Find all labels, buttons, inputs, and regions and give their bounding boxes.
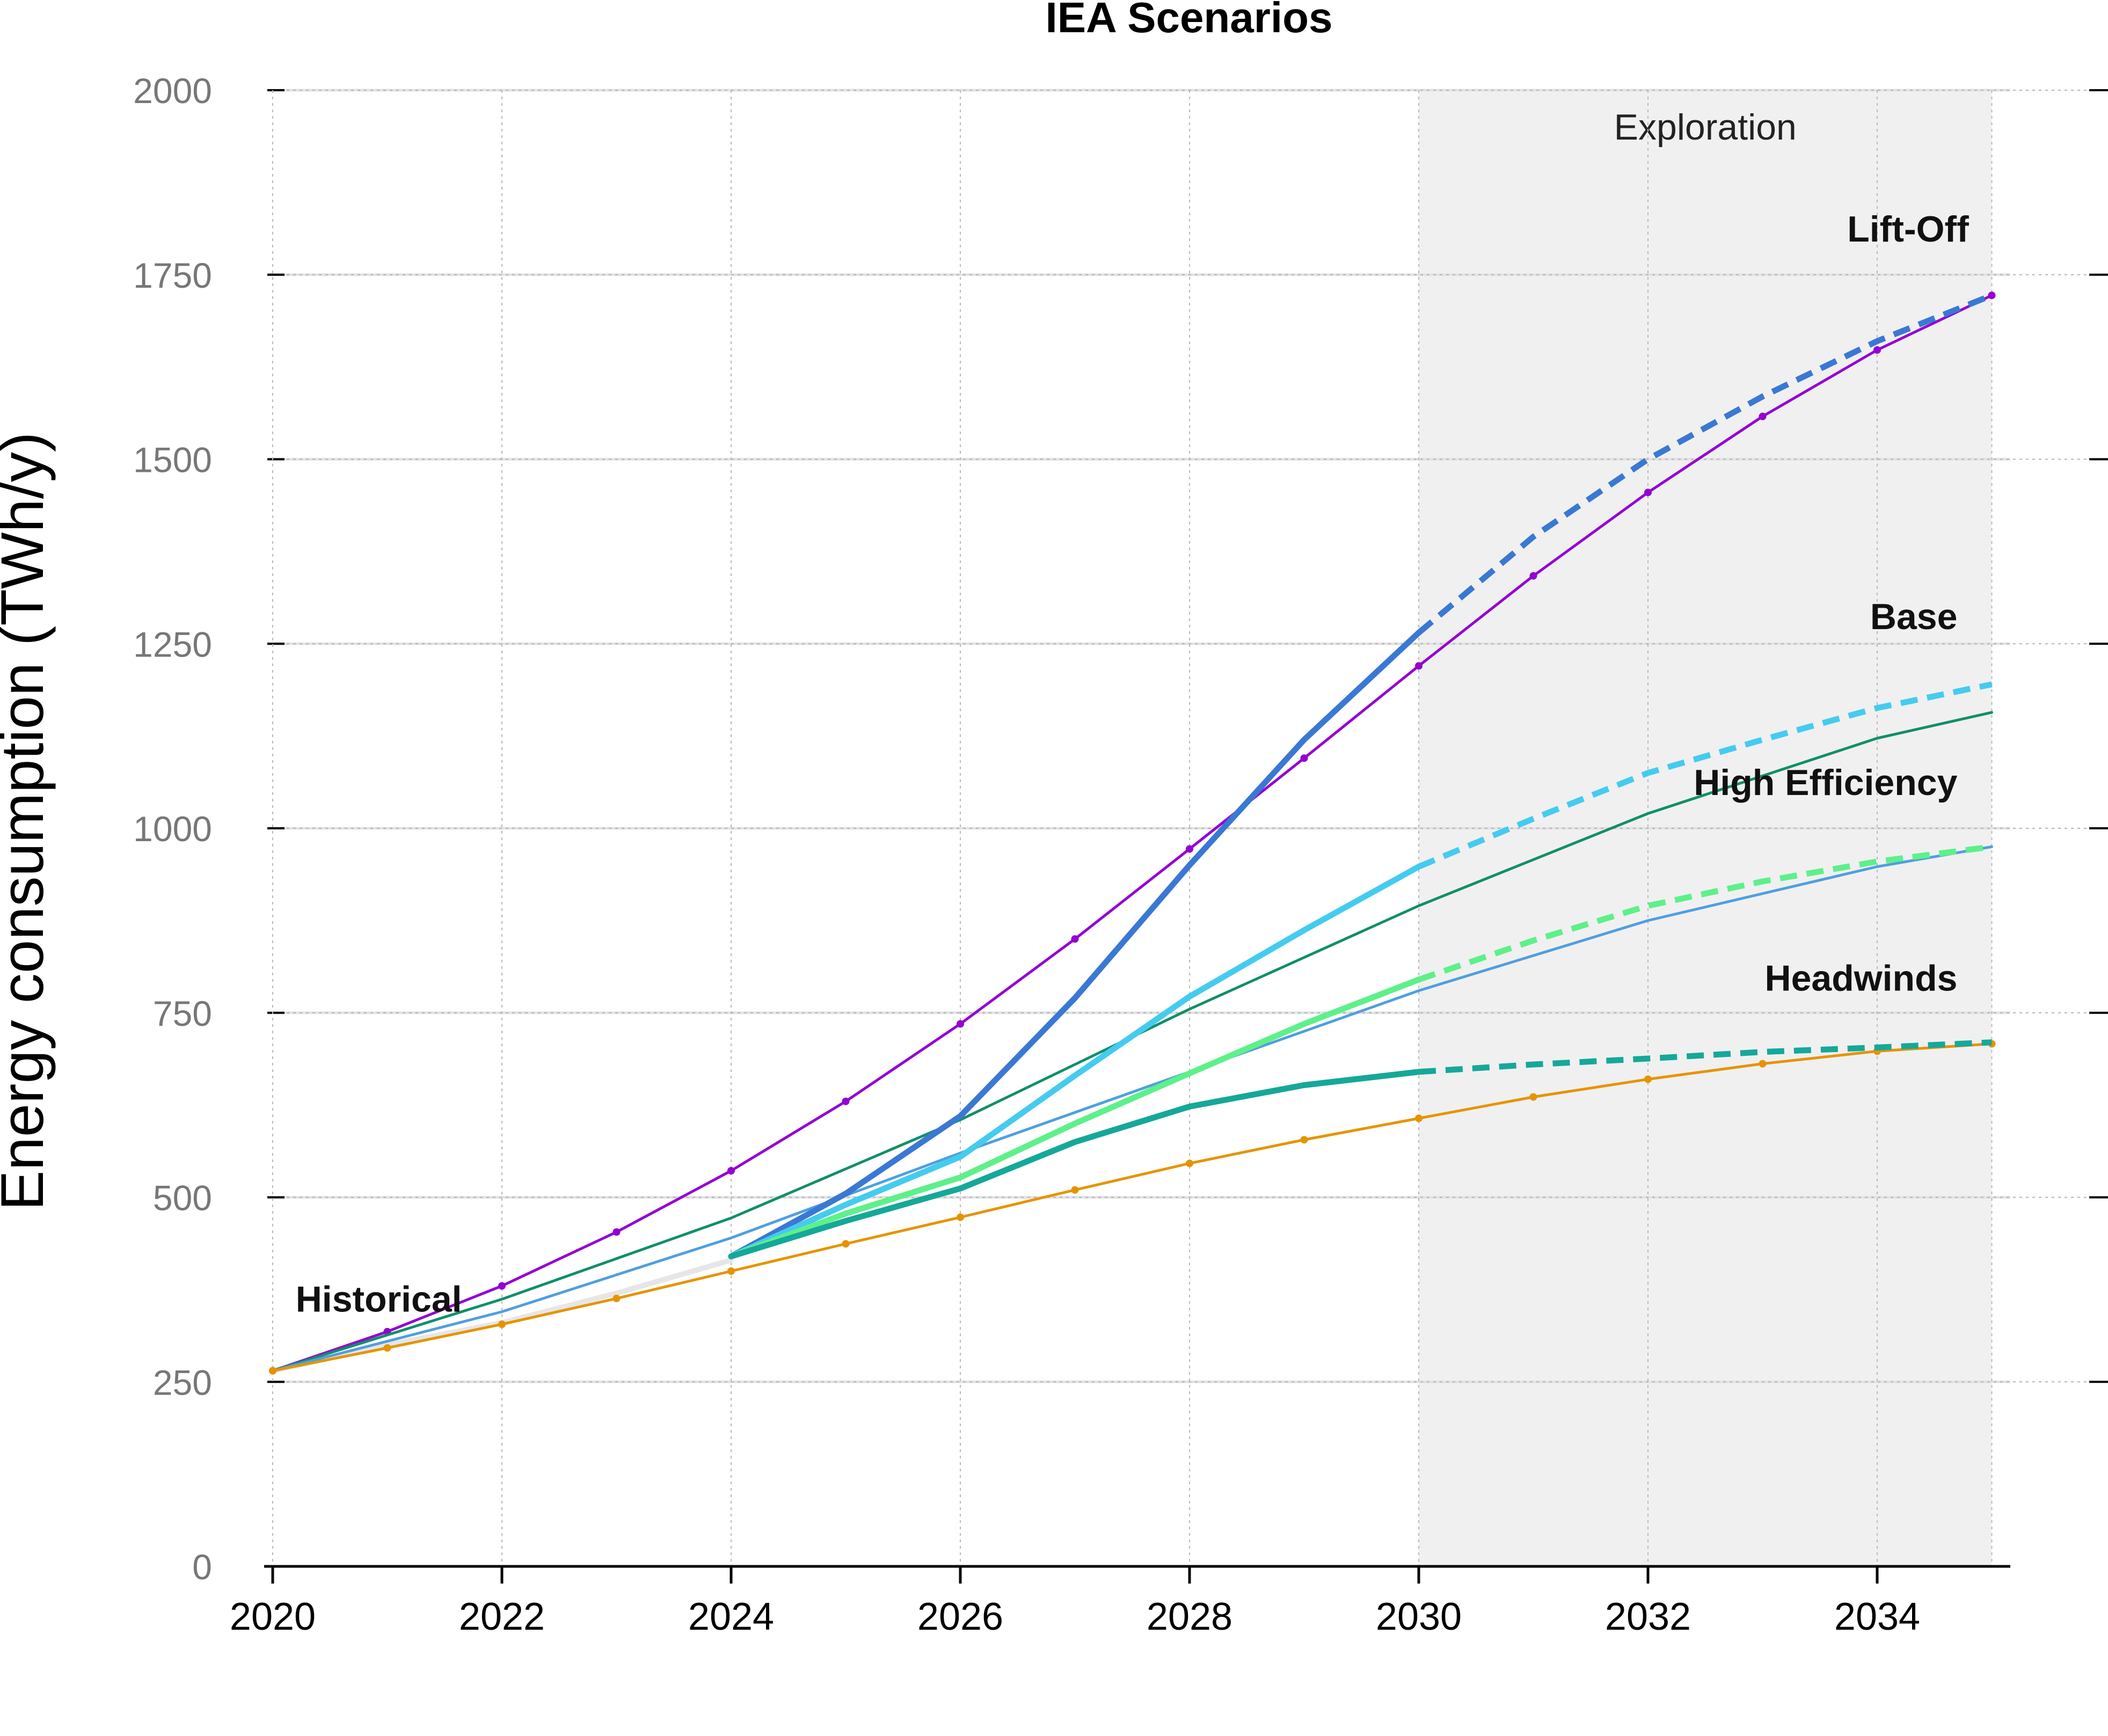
series-lift-off <box>728 630 1422 1259</box>
series-line-10-projection <box>1418 843 1993 983</box>
data-point <box>842 1097 850 1105</box>
x-tick-label: 2020 <box>230 1595 316 1638</box>
data-point <box>727 1167 735 1175</box>
data-point <box>1071 935 1079 943</box>
data-point <box>1529 572 1537 580</box>
y-tick-label: 0 <box>192 1547 212 1587</box>
data-point <box>1415 1114 1423 1122</box>
data-point <box>1644 488 1652 497</box>
data-point <box>957 1020 964 1028</box>
chart-title: IEA Scenarios <box>1045 0 1332 41</box>
series-line-4 <box>271 1042 1993 1373</box>
x-tick-label: 2030 <box>1376 1595 1462 1638</box>
x-tick-label: 2028 <box>1147 1595 1232 1638</box>
x-tick-label: 2024 <box>688 1595 774 1638</box>
data-point <box>1071 1186 1079 1194</box>
data-point <box>1300 754 1308 762</box>
data-point <box>1644 1075 1652 1083</box>
series-line-12-projection <box>1418 1039 1992 1075</box>
annotation-historical: Historical <box>296 1279 462 1320</box>
data-point <box>612 1228 621 1236</box>
data-point <box>1529 1093 1537 1101</box>
data-point <box>727 1267 735 1275</box>
series-high-efficiency <box>728 976 1422 1259</box>
y-axis-label: Energy consumption (TWh/y) <box>0 432 56 1210</box>
exploration-label: Exploration <box>1614 107 1797 148</box>
y-tick-label: 1000 <box>133 809 212 849</box>
data-point <box>842 1240 850 1248</box>
data-point <box>498 1321 506 1328</box>
x-tick-label: 2032 <box>1605 1595 1691 1638</box>
annotation-base: Base <box>1870 596 1958 637</box>
y-tick-label: 1500 <box>133 440 212 480</box>
y-tick-label: 1250 <box>133 624 212 664</box>
x-tick-label: 2034 <box>1834 1595 1920 1638</box>
annotation-headwinds: Headwinds <box>1764 958 1957 999</box>
data-point <box>1759 1060 1767 1068</box>
y-tick-label: 2000 <box>133 71 212 111</box>
x-tick-label: 2022 <box>459 1595 545 1638</box>
data-point <box>383 1344 391 1352</box>
data-point <box>612 1294 621 1302</box>
series-base <box>728 864 1422 1259</box>
data-point <box>498 1282 506 1290</box>
y-tick-label: 750 <box>153 994 212 1033</box>
data-point <box>1415 662 1423 670</box>
series-headwinds <box>728 1069 1422 1259</box>
x-tick-label: 2026 <box>917 1595 1003 1638</box>
series-line-1 <box>271 294 1993 1373</box>
series-line-6-projection <box>1417 293 1993 635</box>
annotation-high-efficiency: High Efficiency <box>1694 762 1957 803</box>
data-point <box>1186 1159 1193 1168</box>
data-point <box>269 1367 276 1375</box>
data-point <box>1988 291 1996 300</box>
data-point <box>1759 412 1767 420</box>
data-point <box>1300 1136 1308 1144</box>
data-point <box>1186 845 1193 853</box>
data-point <box>1873 346 1881 354</box>
series-line-8-projection <box>1417 681 1993 870</box>
y-tick-label: 1750 <box>133 256 212 295</box>
series-line-2 <box>271 711 1993 1373</box>
data-point <box>957 1213 964 1221</box>
annotation-lift-off: Lift-Off <box>1847 209 1969 250</box>
y-tick-label: 250 <box>153 1362 212 1402</box>
y-tick-label: 500 <box>153 1178 212 1218</box>
plot-area: Exploration 0 250 500 750 1000 1250 1500 1750 200… <box>133 71 2108 1638</box>
